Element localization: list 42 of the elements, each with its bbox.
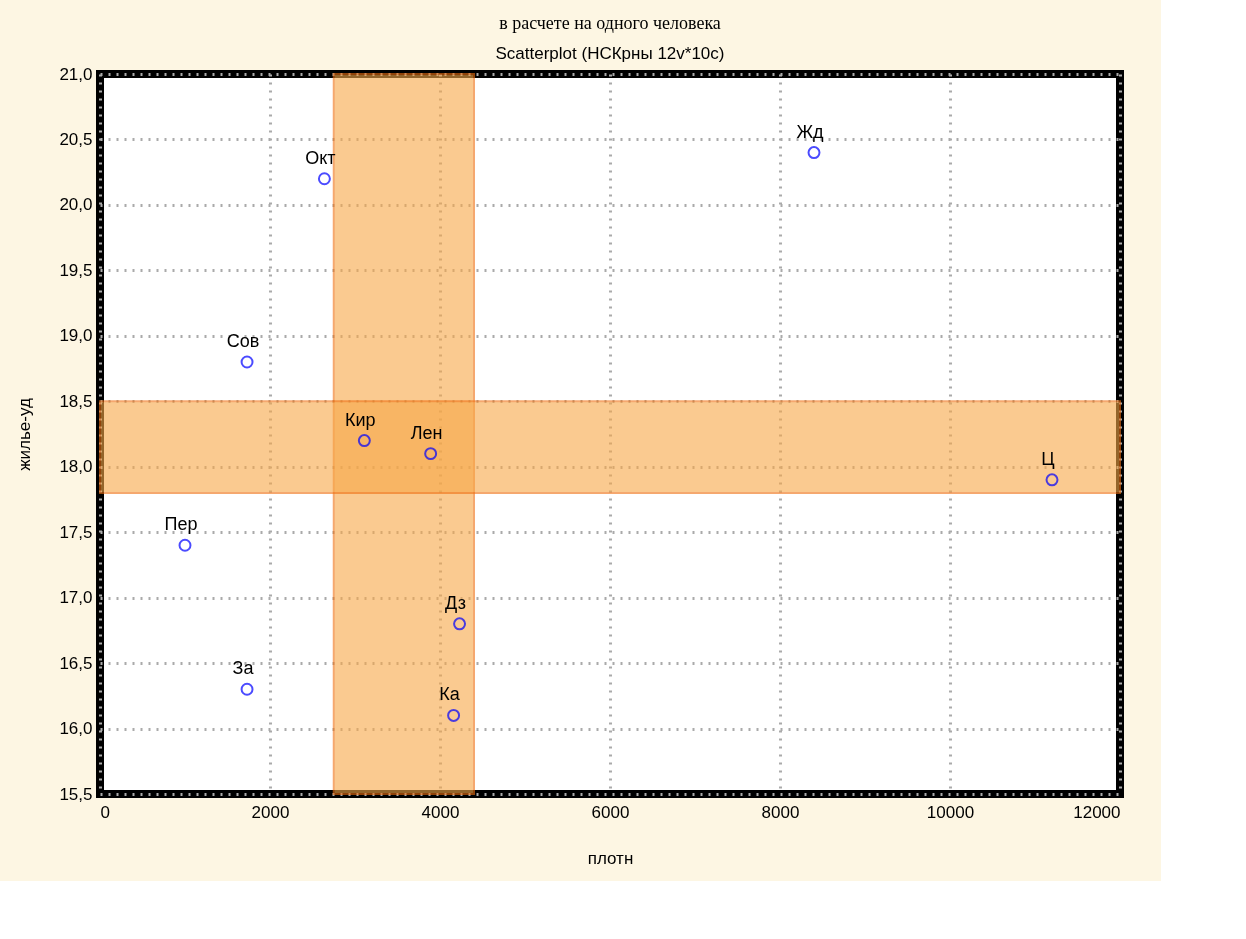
x-tick-label: 8000 <box>761 802 800 822</box>
annotation: Сов <box>226 331 260 351</box>
point <box>424 447 438 461</box>
point <box>178 538 192 552</box>
y-tick-label: 18,5 <box>59 391 93 411</box>
annotation: Жд <box>796 121 825 142</box>
y-tick-label: 19,5 <box>59 260 93 280</box>
point <box>807 146 821 160</box>
annotation: За <box>232 658 255 679</box>
y-tick-label: 15,5 <box>59 784 93 804</box>
annotation: Пер <box>164 514 198 535</box>
x-tick-label: 10000 <box>926 802 975 822</box>
point <box>453 617 467 631</box>
chart-title: Scatterplot (НСКрны 12v*10c) <box>495 44 725 63</box>
point <box>240 355 254 369</box>
y-tick-label: 20,5 <box>59 129 93 149</box>
annotation: Ка <box>439 684 461 705</box>
x-tick-label: 4000 <box>421 802 460 822</box>
annotation: Ц <box>1041 448 1055 469</box>
annotation: Лен <box>410 422 443 443</box>
annotation: Кир <box>345 409 376 430</box>
y-tick-label: 21,0 <box>59 64 93 84</box>
point <box>1045 473 1059 487</box>
y-tick-label: 18,0 <box>59 457 93 477</box>
x-axis-title: плотн <box>587 848 634 868</box>
point <box>317 172 331 186</box>
annotation: Дз <box>445 592 467 613</box>
y-tick-label: 17,5 <box>59 522 93 542</box>
y-tick-label: 16,5 <box>59 653 93 673</box>
point <box>447 708 461 722</box>
y-tick-label: 16,0 <box>59 719 93 739</box>
y-tick-label: 17,0 <box>59 588 93 608</box>
x-tick-label: 2000 <box>251 802 290 822</box>
x-tick-label: 6000 <box>591 802 630 822</box>
y-axis-title: жилье-уд <box>15 398 35 471</box>
y-tick-label: 19,0 <box>59 326 93 346</box>
x-tick-label: 0 <box>100 802 110 822</box>
x-tick-label: 12000 <box>1073 802 1121 822</box>
text: в расчете на одного человека <box>499 13 721 33</box>
point <box>240 682 254 696</box>
point <box>357 434 371 448</box>
y-tick-label: 20,0 <box>59 195 93 215</box>
